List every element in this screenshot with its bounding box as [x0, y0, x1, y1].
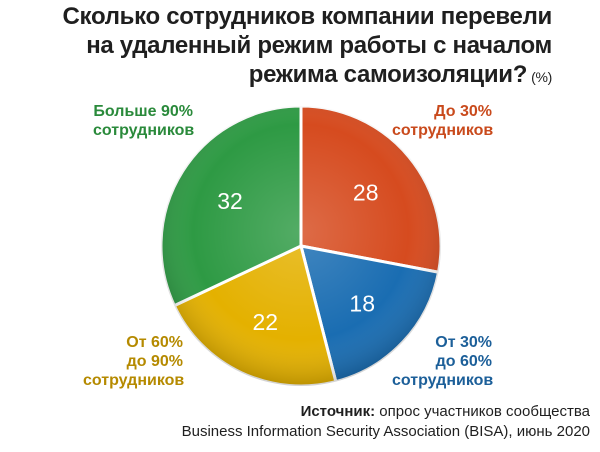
legend-label-over-90-line-2: сотрудников [93, 121, 193, 140]
pie-value-over-90: 32 [217, 188, 243, 214]
source-line-1-text: опрос участников сообщества [379, 403, 590, 420]
legend-label-30-to-60-line-3: сотрудников [392, 371, 492, 390]
source-note: Источник: опрос участников сообщества Bu… [0, 402, 590, 442]
legend-label-60-to-90-line-2: до 90% [83, 352, 183, 371]
legend-label-up-to-30-line-1: До 30% [392, 102, 492, 121]
legend-label-over-90-line-1: Больше 90% [93, 102, 193, 121]
pie-value-up-to-30: 28 [353, 179, 379, 205]
pie-value-30-to-60: 18 [349, 291, 375, 317]
legend-label-up-to-30-line-2: сотрудников [392, 121, 492, 140]
source-line-1: Источник: опрос участников сообщества [0, 402, 590, 422]
legend-label-60-to-90-line-1: От 60% [83, 333, 183, 352]
legend-label-30-to-60-line-2: до 60% [392, 352, 492, 371]
legend-label-up-to-30: До 30% сотрудников [392, 102, 492, 140]
source-prefix: Источник: [301, 403, 376, 420]
source-line-2: Business Information Security Associatio… [0, 422, 590, 442]
legend-label-30-to-60: От 30% до 60% сотрудников [392, 333, 492, 390]
legend-label-30-to-60-line-1: От 30% [392, 333, 492, 352]
legend-label-over-90: Больше 90% сотрудников [93, 102, 193, 140]
legend-label-60-to-90-line-3: сотрудников [83, 371, 183, 390]
pie-value-60-to-90: 22 [252, 309, 278, 335]
legend-label-60-to-90: От 60% до 90% сотрудников [83, 333, 183, 390]
